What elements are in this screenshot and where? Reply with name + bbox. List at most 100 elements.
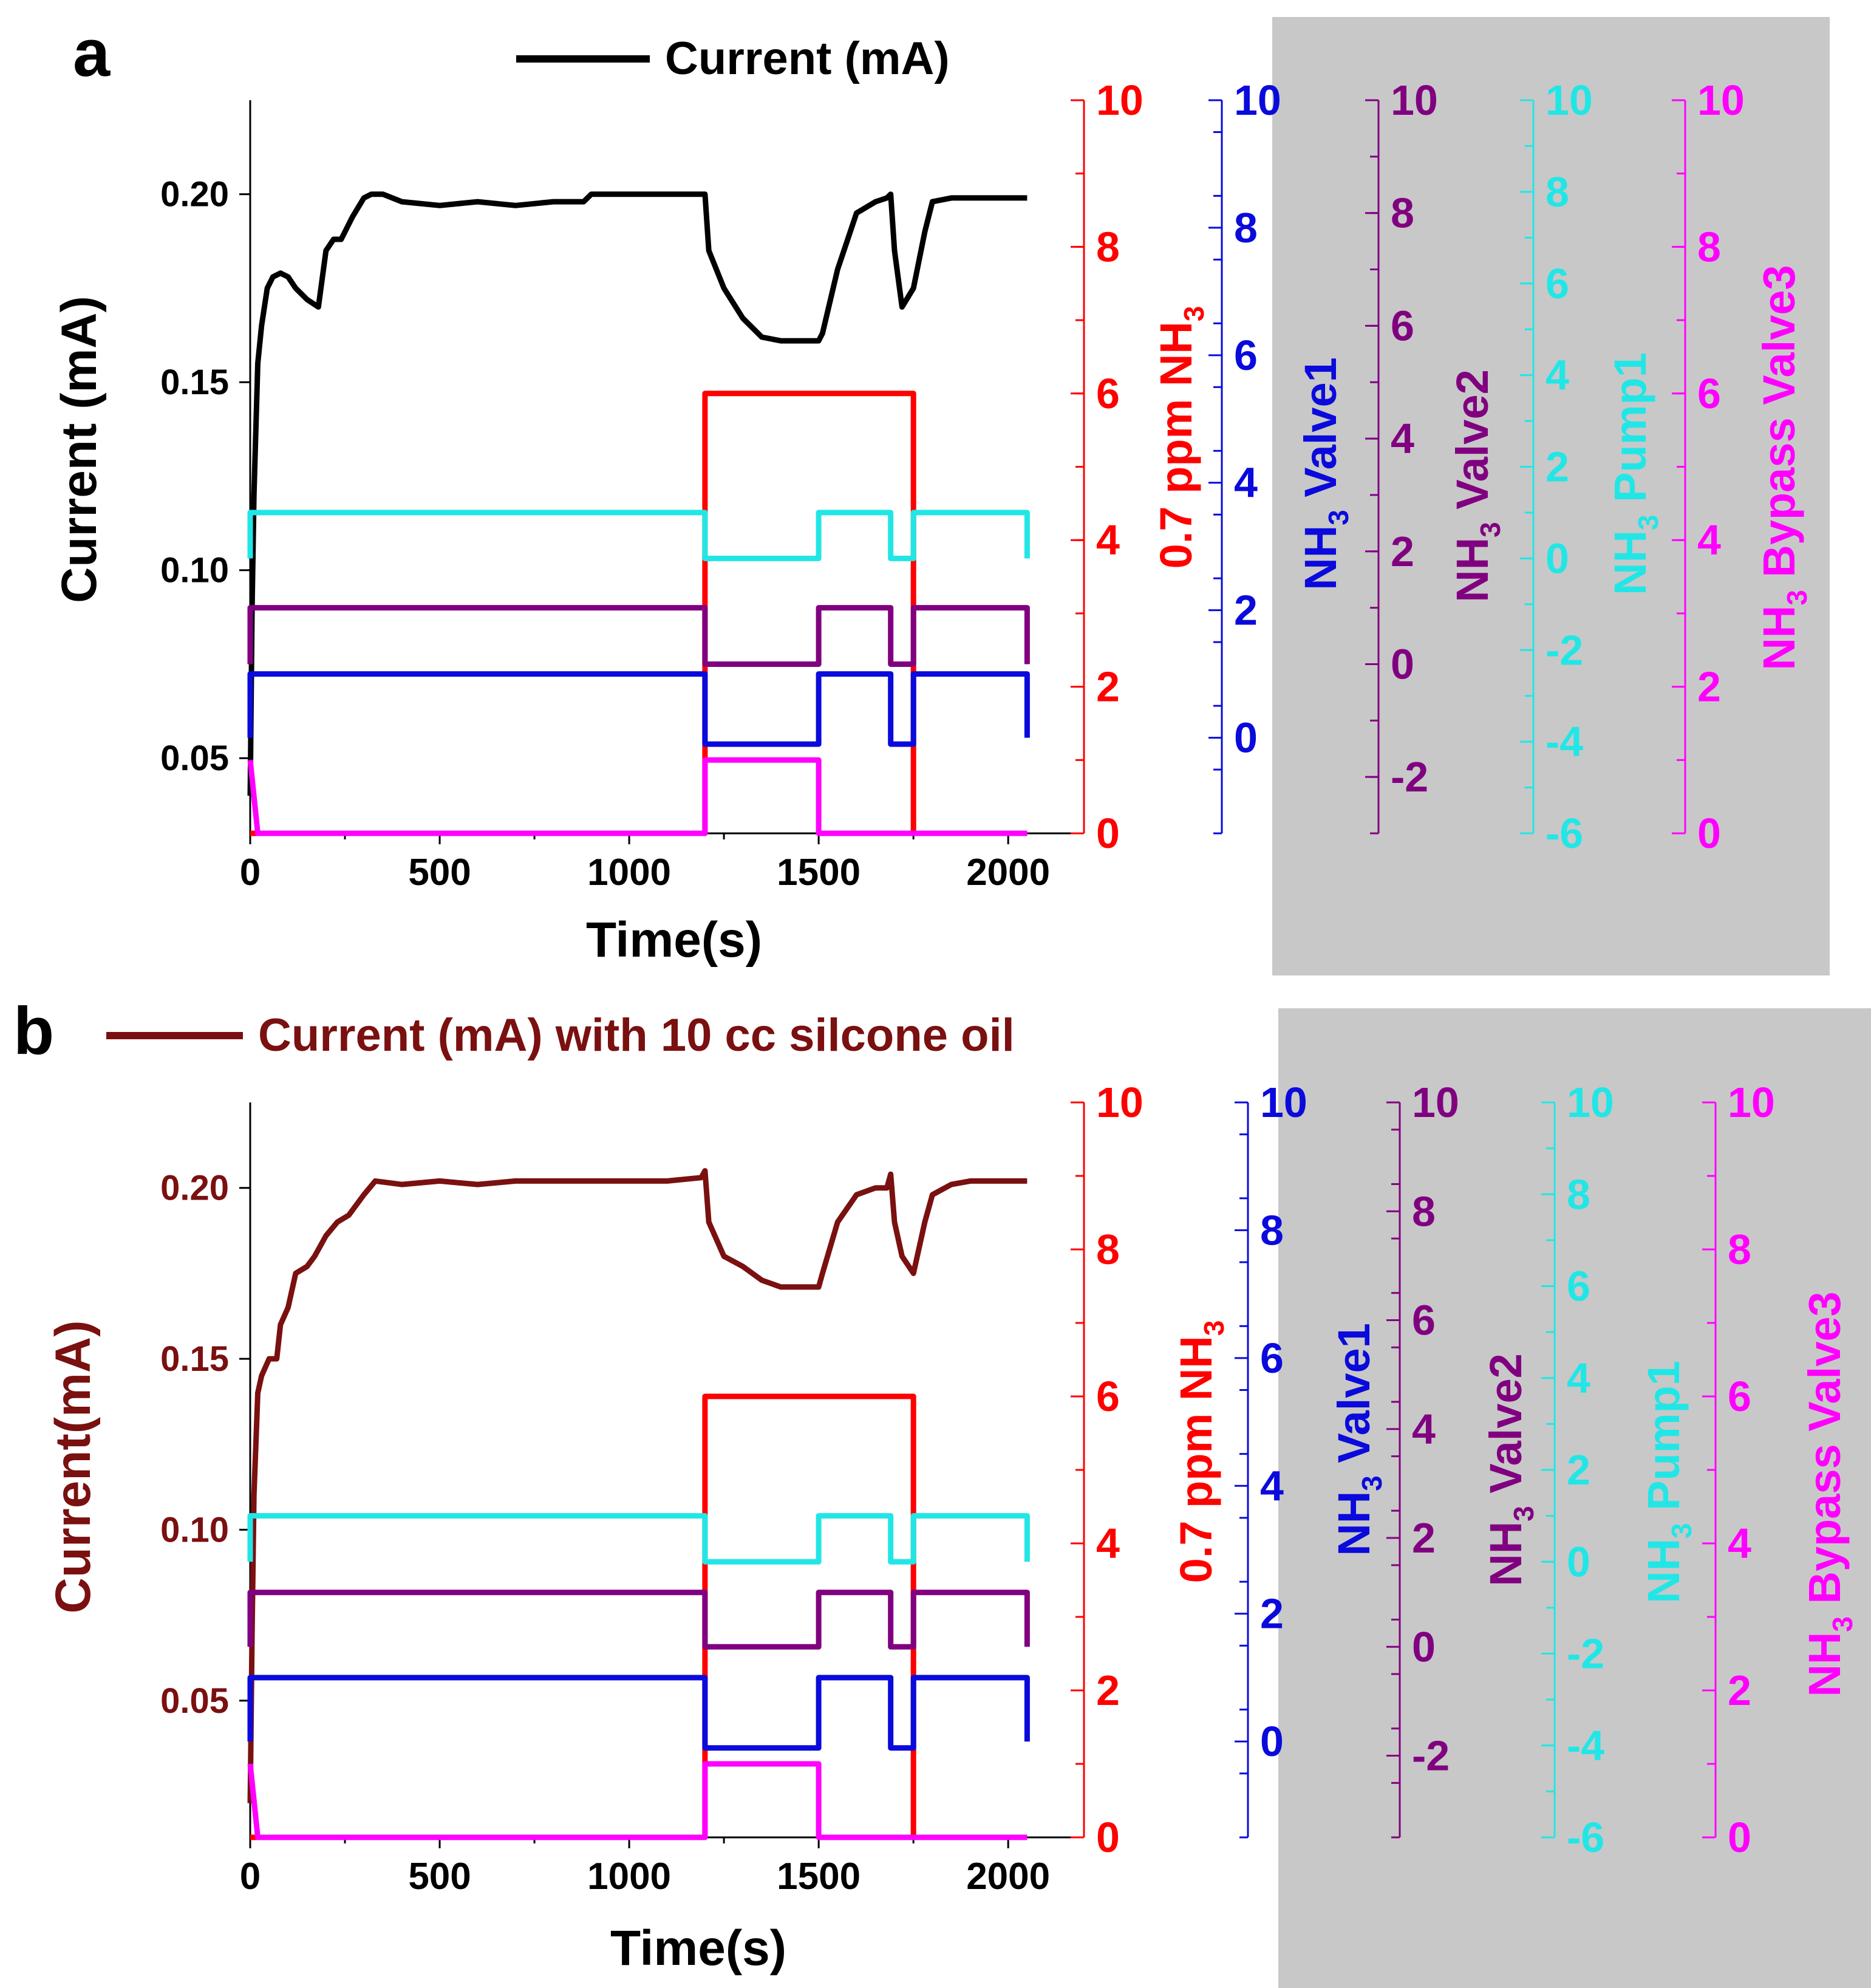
pump1-tick-label: -6 <box>1546 810 1583 857</box>
bypass-axis-title-sub: 3 <box>1827 1616 1858 1632</box>
panel-b: b Current (mA) with 10 cc silcone oil Ti… <box>13 994 1858 1976</box>
valve1-axis-title-sub: 3 <box>1323 510 1354 525</box>
legend: Current (mA) with 10 cc silcone oil <box>106 1009 1015 1061</box>
pump1-tick-label: -4 <box>1567 1722 1604 1769</box>
ppm-axis-title-sub: 3 <box>1178 306 1210 322</box>
ppm-tick-label: 10 <box>1096 1079 1143 1126</box>
bypass-tick-label: 0 <box>1728 1814 1751 1861</box>
valve2-tick-label: 0 <box>1391 640 1414 688</box>
pump1-tick-label: 2 <box>1567 1446 1590 1494</box>
pump1-tick-label: 10 <box>1567 1079 1614 1126</box>
pump1-tick-label: 4 <box>1546 352 1569 399</box>
pump1-tick-label: 10 <box>1546 77 1593 124</box>
valve1-tick-label: 8 <box>1260 1206 1284 1254</box>
ppm-tick-label: 0 <box>1096 1814 1120 1861</box>
pump1-tick-label: -6 <box>1567 1814 1604 1861</box>
pump1-series-line <box>247 1513 1030 1565</box>
valve2-tick-label: 6 <box>1412 1297 1436 1344</box>
valve1-tick-label: 10 <box>1260 1079 1307 1126</box>
pump1-axis-title-pre: NH <box>1605 530 1655 595</box>
x-tick-label: 2000 <box>966 1856 1050 1897</box>
ppm-axis-title-text: 0.7 ppm NH <box>1151 321 1201 569</box>
ppm-tick-label: 6 <box>1096 1373 1120 1420</box>
pump1-axis-title: NH3 Pump1 <box>1605 352 1664 595</box>
valve1-axis-title-pre: NH <box>1329 1491 1379 1556</box>
bypass-tick-label: 8 <box>1697 223 1721 270</box>
y-tick-label: 0.20 <box>160 175 229 214</box>
y-tick-label: 0.20 <box>160 1169 229 1208</box>
valve1-tick-label: 6 <box>1260 1334 1284 1382</box>
bypass-axis-title-pre: NH <box>1754 606 1804 671</box>
x-tick-label: 1500 <box>777 1856 861 1897</box>
valve2-axis-title-sub: 3 <box>1474 522 1506 538</box>
valve2-axis-title: NH3 Valve2 <box>1447 369 1506 603</box>
valve1-series-line <box>247 671 1030 747</box>
x-tick-label: 500 <box>408 852 471 893</box>
y-tick-label: 0.05 <box>160 739 229 778</box>
x-tick-label: 0 <box>240 852 261 893</box>
valve2-axis-title-pre: NH <box>1481 1522 1531 1587</box>
valve2-tick-label: 8 <box>1412 1187 1436 1235</box>
bypass-axis-title: NH3 Bypass Valve3 <box>1754 265 1813 670</box>
x-axis-title: Time(s) <box>586 912 762 968</box>
valve1-tick-label: 0 <box>1260 1718 1284 1765</box>
valve2-axis-title: NH3 Valve2 <box>1481 1353 1539 1587</box>
ppm-tick-label: 2 <box>1096 663 1120 711</box>
ppm-axis-title: 0.7 ppm NH3 <box>1151 306 1210 569</box>
pump1-axis-title-pre: NH <box>1638 1539 1689 1604</box>
panel-letter: a <box>73 16 111 91</box>
valve2-tick-label: -2 <box>1412 1732 1450 1780</box>
ppm-tick-label: 8 <box>1096 1226 1120 1273</box>
bypass-tick-label: 8 <box>1728 1226 1751 1273</box>
pump1-tick-label: 8 <box>1546 168 1569 216</box>
ppm-axis-title-sub: 3 <box>1198 1320 1230 1336</box>
legend: Current (mA) <box>516 33 950 84</box>
pump1-tick-label: -2 <box>1567 1630 1604 1678</box>
pump1-axis-title-post: Pump1 <box>1638 1361 1689 1523</box>
bypass-tick-label: 10 <box>1697 77 1745 124</box>
current-series-line <box>247 1168 1028 1803</box>
x-axis-title: Time(s) <box>610 1921 786 1976</box>
gray-panel-b <box>1278 1008 1871 1988</box>
ppm-tick-label: 2 <box>1096 1667 1120 1714</box>
valve2-tick-label: 2 <box>1391 528 1414 575</box>
panel-a: a Current (mA) Time(s) Current (mA) 0.7 … <box>52 16 1813 968</box>
pump1-tick-label: 6 <box>1567 1263 1590 1310</box>
valve2-axis-title-pre: NH <box>1447 538 1498 603</box>
valve2-tick-label: 8 <box>1391 190 1414 237</box>
valve1-series-line <box>247 1675 1030 1751</box>
valve2-tick-label: 2 <box>1412 1514 1436 1562</box>
valve2-axis-title-sub: 3 <box>1508 1506 1539 1522</box>
pump1-tick-label: 0 <box>1567 1538 1590 1585</box>
pump1-tick-label: 4 <box>1567 1354 1590 1402</box>
valve2-tick-label: 4 <box>1391 415 1414 462</box>
gray-panel-a <box>1272 17 1830 975</box>
ppm-tick-label: 10 <box>1096 77 1143 124</box>
valve1-axis-title-pre: NH <box>1295 525 1346 590</box>
bypass-tick-label: 2 <box>1697 663 1721 711</box>
valve1-tick-label: 4 <box>1234 459 1258 507</box>
valve2-axis-title-post: Valve2 <box>1481 1353 1531 1506</box>
bypass-tick-label: 4 <box>1728 1520 1751 1567</box>
legend-label: Current (mA) <box>665 33 950 84</box>
bypass-tick-label: 6 <box>1697 370 1721 417</box>
valve1-tick-label: 8 <box>1234 204 1258 251</box>
valve1-axis-title-post: Valve1 <box>1295 357 1346 510</box>
valve1-tick-label: 6 <box>1234 332 1258 379</box>
bypass-series-line <box>247 757 1028 836</box>
valve2-series-line <box>247 1590 1030 1650</box>
pump1-tick-label: 2 <box>1546 443 1569 491</box>
panel-letter: b <box>13 994 54 1068</box>
valve1-axis-title-post: Valve1 <box>1329 1323 1379 1475</box>
valve1-axis-title: NH3 Valve1 <box>1295 357 1354 590</box>
bypass-tick-label: 4 <box>1697 516 1721 564</box>
y-axis-title: Current(mA) <box>46 1320 101 1614</box>
valve1-tick-label: 2 <box>1260 1590 1284 1638</box>
valve2-tick-label: 10 <box>1412 1079 1459 1126</box>
valve1-axis-title: NH3 Valve1 <box>1329 1323 1388 1556</box>
current-series-line <box>247 191 1028 796</box>
bypass-tick-label: 2 <box>1728 1667 1751 1714</box>
pump1-axis-title-post: Pump1 <box>1605 352 1655 514</box>
ppm-axis-title-text: 0.7 ppm NH <box>1171 1336 1221 1583</box>
